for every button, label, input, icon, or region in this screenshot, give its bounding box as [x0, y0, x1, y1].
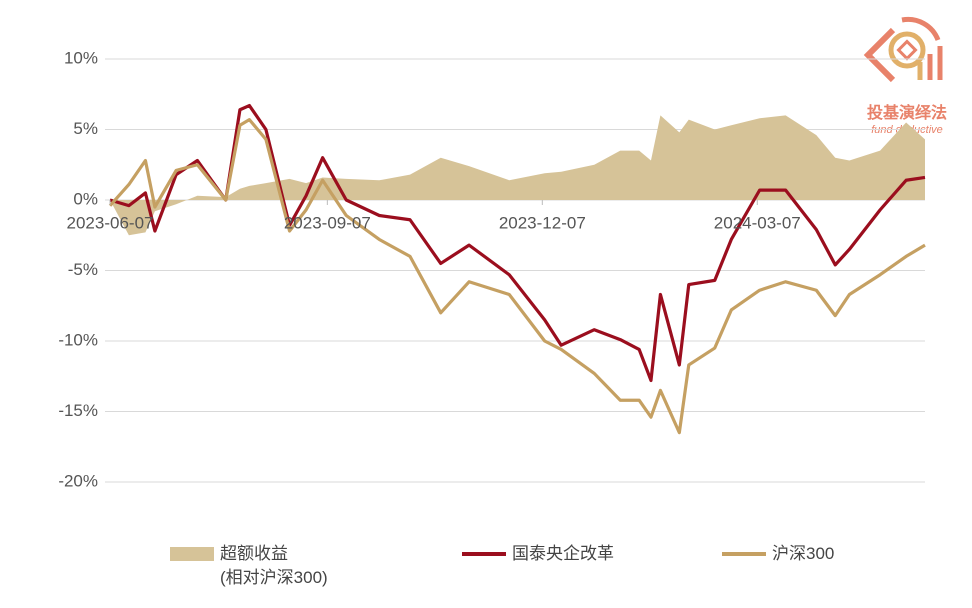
area [110, 115, 925, 236]
legend-swatch [722, 552, 766, 556]
legend: 超额收益 (相对沪深300) 国泰央企改革 沪深300 [0, 540, 972, 600]
x-tick-label: 2024-03-07 [714, 213, 801, 232]
y-tick-label: 5% [73, 119, 98, 138]
legend-label: 国泰央企改革 [512, 544, 614, 563]
logo-icon [863, 16, 943, 83]
y-tick-label: 0% [73, 189, 98, 208]
legend-label: 超额收益 (相对沪深300) [220, 544, 328, 587]
y-tick-label: -20% [58, 471, 98, 490]
y-tick-label: 10% [64, 48, 98, 67]
logo-title: 投基演绎法 [867, 103, 947, 122]
x-tick-label: 2023-06-07 [67, 213, 154, 232]
legend-swatch [462, 552, 506, 556]
legend-item: 超额收益 (相对沪深300) [170, 542, 328, 590]
legend-item: 沪深300 [722, 542, 834, 566]
legend-label: 沪深300 [772, 544, 835, 563]
x-axis: 2023-06-07 2023-09-07 2023-12-07 2024-03-07 [67, 200, 801, 232]
y-tick-label: -15% [58, 401, 98, 420]
y-tick-label: -10% [58, 330, 98, 349]
legend-swatch [170, 547, 214, 561]
x-tick-label: 2023-09-07 [284, 213, 371, 232]
y-tick-label: -5% [68, 260, 98, 279]
plot-area [108, 103, 926, 435]
line [108, 118, 926, 435]
chart: 投基演绎法 fund deductive -20%-15%-10%-5%0%5%… [58, 16, 947, 490]
legend-item: 国泰央企改革 [462, 542, 614, 566]
x-tick-label: 2023-12-07 [499, 213, 586, 232]
